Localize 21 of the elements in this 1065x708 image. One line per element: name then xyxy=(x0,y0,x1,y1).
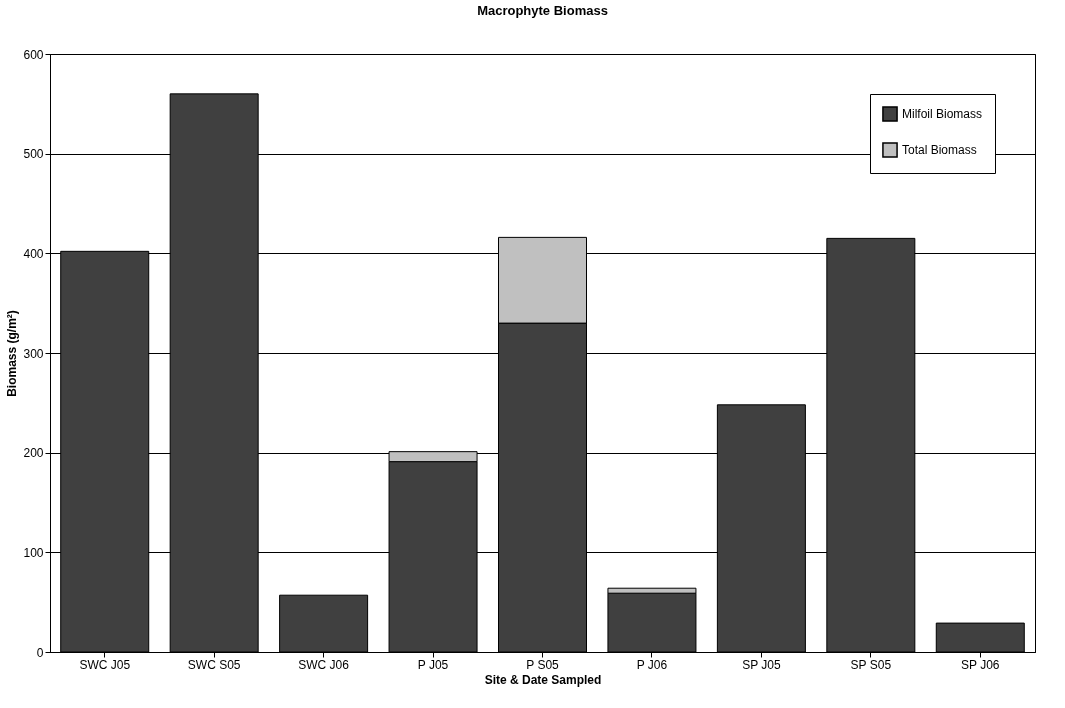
legend-label: Milfoil Biomass xyxy=(902,107,983,121)
x-tick-label: SWC S05 xyxy=(187,657,241,672)
chart-title: Macrophyte Biomass xyxy=(477,3,608,18)
y-tick-label: 300 xyxy=(23,346,44,361)
x-tick-label: P S05 xyxy=(526,657,560,672)
y-tick-label: 500 xyxy=(23,147,44,162)
y-tick-label: 100 xyxy=(23,545,44,560)
y-axis-title: Biomass (g/m²) xyxy=(5,310,20,397)
y-tick-label: 0 xyxy=(36,645,44,660)
y-tick-label: 200 xyxy=(23,446,44,461)
x-tick-label: SWC J05 xyxy=(79,657,131,672)
x-tick-label: SP S05 xyxy=(850,657,892,672)
x-tick-label: SWC J06 xyxy=(298,657,350,672)
x-tick-label: SP J05 xyxy=(742,657,781,672)
legend-label: Total Biomass xyxy=(902,143,977,157)
y-tick-label: 600 xyxy=(23,47,44,62)
x-tick-label: SP J06 xyxy=(961,657,1000,672)
y-tick-label: 400 xyxy=(23,246,44,261)
x-tick-label: P J05 xyxy=(417,657,449,672)
x-axis-title: Site & Date Sampled xyxy=(484,672,602,687)
x-tick-label: P J06 xyxy=(636,657,668,672)
